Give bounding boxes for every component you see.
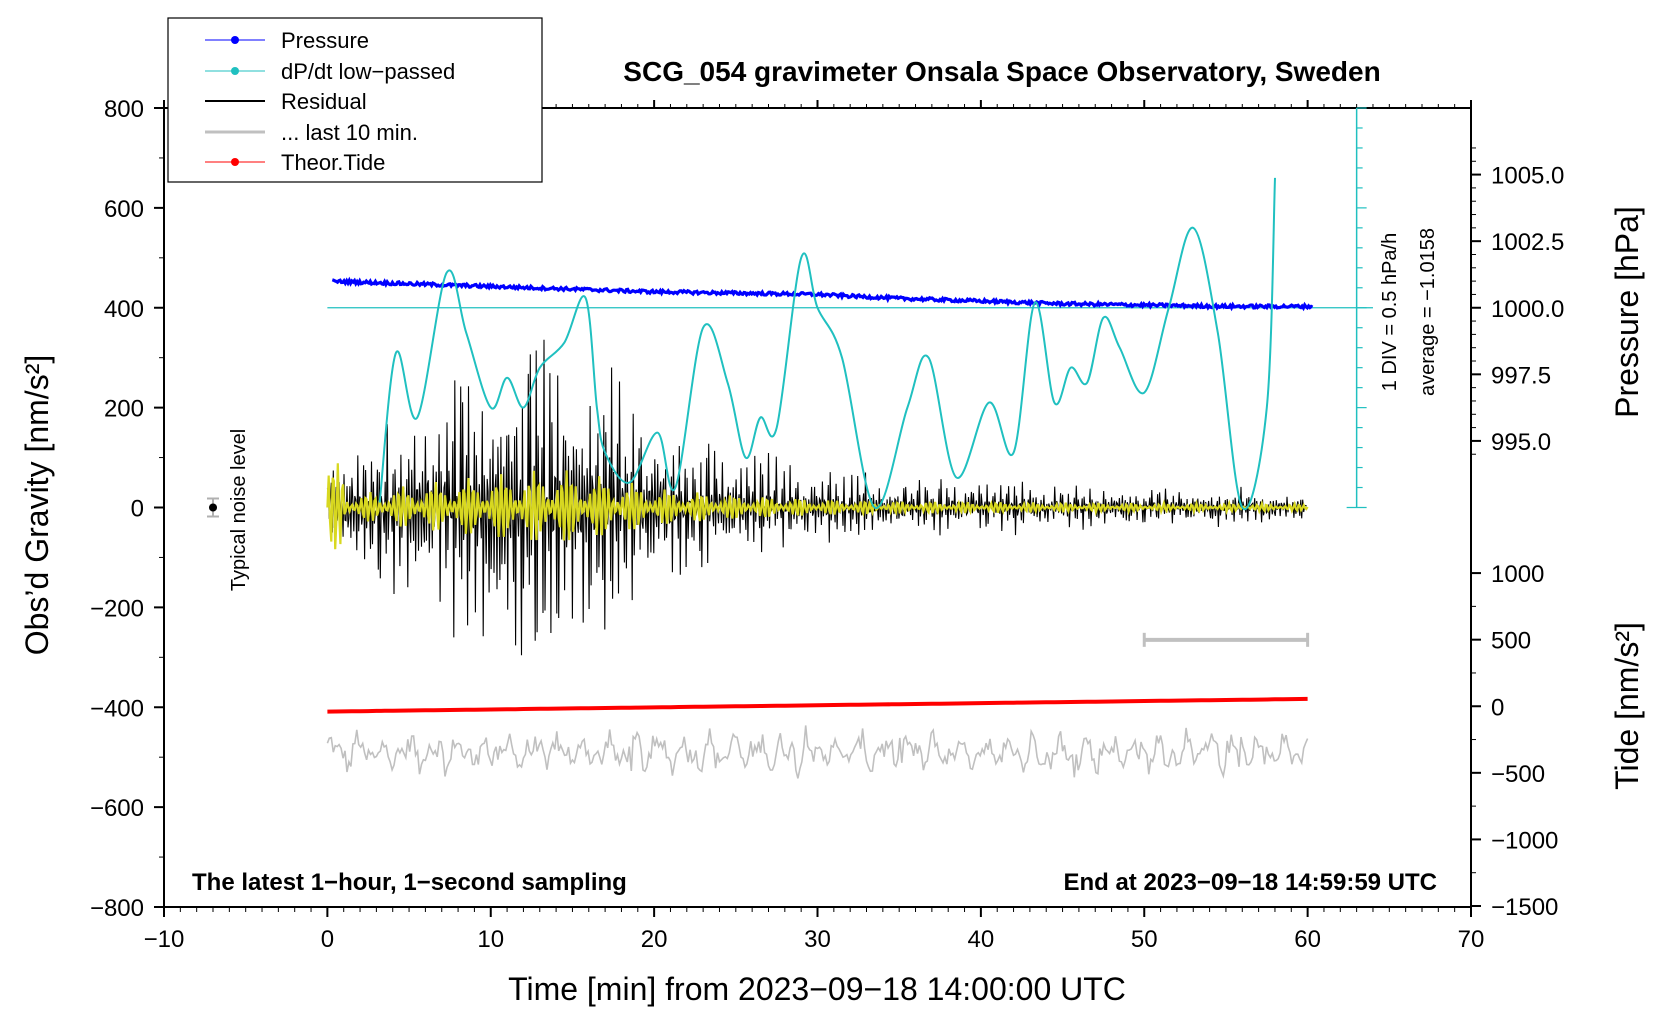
y-tick-label: −200 (90, 595, 144, 622)
x-tick-label: 30 (804, 926, 831, 953)
last10-line (326, 725, 1309, 780)
legend-label-dpdt: dP/dt low−passed (281, 59, 455, 84)
y-tick-label: 200 (104, 396, 144, 423)
x-tick-label: 0 (321, 926, 334, 953)
x-tick-label: 10 (477, 926, 504, 953)
pressure-tick-label: 1005.0 (1491, 163, 1564, 190)
x-tick-label: 40 (968, 926, 995, 953)
y-axis-label-pressure: Pressure [hPa] (1609, 206, 1645, 418)
dpdt-line (378, 177, 1276, 511)
scale-div-label: 1 DIV = 0.5 hPa/h (1379, 233, 1401, 391)
y-tick-label: −800 (90, 895, 144, 922)
legend-label-last10: ... last 10 min. (281, 120, 418, 145)
y-tick-label: 800 (104, 96, 144, 123)
y-tick-label: −600 (90, 795, 144, 822)
legend-marker-dpdt (231, 67, 239, 75)
y-tick-label: −400 (90, 695, 144, 722)
legend: Pressure dP/dt low−passed Residual ... l… (167, 17, 543, 183)
pressure-tick-label: 995.0 (1491, 429, 1551, 456)
x-tick-label: 70 (1458, 926, 1485, 953)
legend-label-pressure: Pressure (281, 28, 369, 53)
y-tick-label: 0 (131, 496, 144, 523)
noise-point (209, 503, 218, 512)
legend-marker-pressure (231, 36, 239, 44)
tide-tick-label: −1500 (1491, 894, 1558, 921)
chart-title: SCG_054 gravimeter Onsala Space Observat… (623, 56, 1380, 87)
x-tick-label: 50 (1131, 926, 1158, 953)
tide-tick-label: 500 (1491, 628, 1531, 655)
residual-lowpass-line (326, 463, 1309, 550)
x-tick-label: 20 (641, 926, 668, 953)
x-axis-label: Time [min] from 2023−09−18 14:00:00 UTC (508, 971, 1126, 1007)
tide-tick-label: −500 (1491, 761, 1545, 788)
tide-tick-label: −1000 (1491, 827, 1558, 854)
series-layer (207, 177, 1373, 780)
y-axis-label-left: Obs’d Gravity [nm/s²] (19, 355, 55, 656)
end-time-note: End at 2023−09−18 14:59:59 UTC (1063, 869, 1437, 896)
noise-level-label: Typical noise level (228, 429, 250, 591)
y-axis-label-tide: Tide [nm/s²] (1609, 622, 1645, 790)
legend-marker-tide (231, 158, 239, 166)
axis-ticks: −10 0 10 20 30 40 50 60 70 800 600 400 200 0 −200 −400 −… (90, 96, 1564, 953)
pressure-line (331, 276, 1314, 312)
legend-label-residual: Residual (281, 89, 367, 114)
pressure-tick-label: 997.5 (1491, 362, 1551, 389)
x-tick-label: −10 (144, 926, 185, 953)
y-tick-label: 600 (104, 196, 144, 223)
tide-tick-label: 0 (1491, 694, 1504, 721)
tide-line (327, 696, 1308, 714)
tide-tick-label: 1000 (1491, 561, 1544, 588)
sampling-note: The latest 1−hour, 1−second sampling (192, 869, 627, 896)
pressure-tick-label: 1002.5 (1491, 229, 1564, 256)
y-tick-label: 400 (104, 296, 144, 323)
pressure-tick-label: 1000.0 (1491, 296, 1564, 323)
legend-label-tide: Theor.Tide (281, 150, 385, 175)
average-label: average = −1.0158 (1417, 228, 1439, 396)
x-tick-label: 60 (1294, 926, 1321, 953)
